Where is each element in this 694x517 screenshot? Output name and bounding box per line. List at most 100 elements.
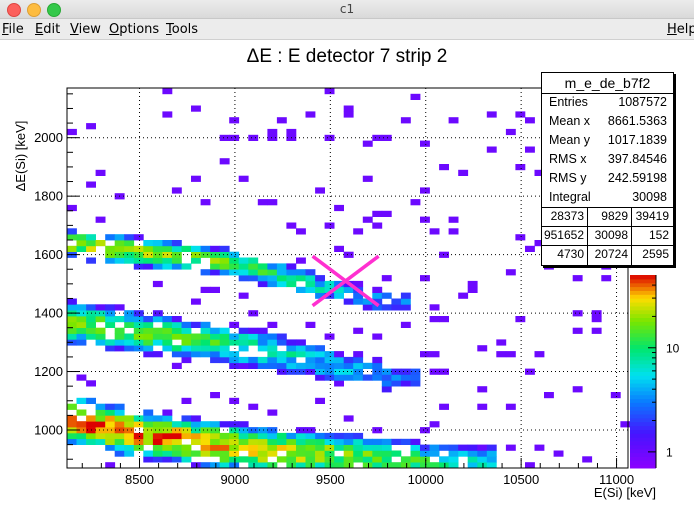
heatmap-bin (95, 304, 106, 311)
heatmap-bin (343, 432, 354, 440)
palette-swatch (630, 278, 656, 284)
heatmap-bin (219, 432, 230, 440)
heatmap-bin (315, 374, 325, 381)
x-tick-label: 10000 (408, 472, 444, 487)
minimize-window-button[interactable] (27, 3, 41, 17)
stats-grid-cell: 951652 (543, 228, 584, 242)
heatmap-bin (210, 333, 220, 340)
heatmap-bin (372, 286, 383, 293)
palette-swatch (630, 414, 656, 419)
heatmap-bin (181, 263, 192, 270)
heatmap-bin (143, 345, 154, 352)
heatmap-bin (238, 333, 249, 340)
heatmap-bin (133, 234, 144, 241)
heatmap-bin (286, 356, 297, 364)
palette-swatch (630, 371, 656, 376)
heatmap-bin (133, 310, 144, 317)
heatmap-bin (133, 339, 144, 346)
heatmap-bin (296, 462, 306, 469)
heatmap-bin (143, 456, 154, 463)
heatmap-bin (400, 456, 411, 463)
heatmap-bin (210, 269, 220, 276)
heatmap-bin (210, 257, 220, 264)
heatmap-bin (286, 269, 297, 276)
heatmap-bin (114, 257, 125, 264)
menu-tools[interactable]: Tools (166, 22, 198, 37)
heatmap-bin (343, 298, 354, 305)
heatmap-bin (372, 333, 383, 340)
close-window-button[interactable] (7, 3, 21, 17)
zoom-window-button[interactable] (47, 3, 61, 17)
heatmap-bin (76, 432, 87, 440)
heatmap-bin (372, 427, 383, 434)
heatmap-bin (152, 456, 163, 463)
heatmap-bin (219, 345, 230, 352)
heatmap-bin (86, 415, 96, 422)
heatmap-bin (219, 269, 230, 276)
heatmap-bin (76, 374, 87, 381)
heatmap-bin (114, 415, 125, 422)
heatmap-bin (353, 228, 364, 235)
menu-file[interactable]: File (2, 22, 24, 37)
heatmap-bin (76, 427, 87, 434)
heatmap-bin (162, 257, 173, 264)
heatmap-bin (486, 444, 497, 451)
heatmap-bin (191, 339, 201, 346)
menu-options[interactable]: Options (109, 22, 159, 37)
color-palette[interactable]: 1 10 (630, 275, 680, 469)
heatmap-bin (152, 432, 163, 440)
heatmap-bin (229, 269, 240, 276)
heatmap-bin (439, 462, 449, 469)
heatmap-bin (343, 368, 354, 375)
menu-help[interactable]: Help (667, 22, 694, 37)
heatmap-bin (267, 321, 278, 328)
stats-grid-cell: 39419 (635, 209, 669, 223)
heatmap-bin (171, 327, 182, 334)
heatmap-bin (477, 456, 488, 463)
heatmap-bin (276, 351, 287, 358)
heatmap-bin (191, 450, 201, 457)
heatmap-bin (296, 362, 306, 369)
menu-edit[interactable]: Edit (35, 22, 60, 37)
heatmap-bin (305, 362, 316, 369)
heatmap-bin (362, 444, 373, 451)
heatmap-bin (229, 397, 240, 404)
heatmap-bin (124, 432, 135, 440)
heatmap-bin (152, 245, 163, 252)
heatmap-bin (334, 432, 344, 440)
heatmap-bin (420, 450, 430, 457)
heatmap-bin (67, 421, 77, 428)
heatmap-bin (305, 456, 316, 463)
heatmap-bin (238, 362, 249, 369)
heatmap-bin (420, 275, 430, 282)
heatmap-bin (439, 444, 449, 451)
heatmap-bin (181, 321, 192, 328)
heatmap-bin (381, 368, 392, 375)
stats-label: Mean y (549, 133, 590, 147)
palette-swatch (630, 410, 656, 415)
stats-value: 397.84546 (607, 152, 667, 166)
heatmap-bin (324, 351, 335, 358)
heatmap-bin (315, 397, 325, 404)
heatmap-bin (372, 298, 383, 305)
heatmap-bin (105, 444, 116, 451)
menu-tools-label: ools (171, 22, 199, 37)
heatmap-bin (86, 123, 96, 130)
heatmap-bin (353, 438, 364, 445)
menu-view[interactable]: View (70, 22, 101, 37)
heatmap-bin (162, 409, 173, 416)
heatmap-bin (152, 444, 163, 451)
heatmap-bin (353, 368, 364, 375)
heatmap-bin (171, 240, 182, 247)
heatmap-bin (152, 257, 163, 264)
heatmap-bin (296, 456, 306, 463)
heatmap-bin (248, 462, 259, 469)
heatmap-bin (67, 234, 77, 241)
heatmap-bin (124, 333, 135, 340)
stats-box[interactable]: m_e_de_b7f2 Entries 1087572 Mean x 8661.53… (541, 72, 674, 266)
x-tick-label: 9000 (220, 472, 249, 487)
heatmap-bin (162, 88, 173, 95)
palette-swatch (630, 433, 656, 438)
heatmap-bin (124, 438, 135, 445)
